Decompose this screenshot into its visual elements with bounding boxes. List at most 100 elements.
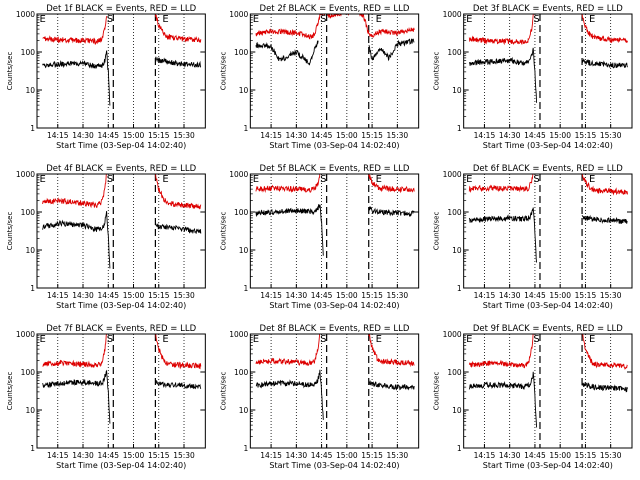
lld-series-line (42, 174, 107, 209)
y-tick-label: 1 (244, 444, 249, 453)
y-tick-label: 10 (239, 86, 249, 95)
chart-title: Det 3f BLACK = Events, RED = LLD (473, 4, 623, 14)
x-tick-label: 14:15 (260, 131, 282, 140)
events-series-line (154, 379, 202, 390)
event-marker-label: S (320, 14, 326, 25)
x-tick-label: 14:45 (524, 131, 546, 140)
y-tick-label: 1000 (229, 10, 248, 19)
x-tick-label: 14:30 (72, 451, 94, 460)
event-marker-label: E (589, 174, 595, 185)
y-tick-label: 1000 (443, 330, 462, 339)
x-tick-label: 15:30 (387, 131, 409, 140)
x-tick-label: 14:30 (499, 291, 521, 300)
plot-area (42, 334, 202, 424)
y-axis-label: Counts/sec (219, 212, 227, 251)
lld-series-line (468, 14, 534, 46)
y-tick-label: 10 (452, 246, 462, 255)
x-tick-label: 15:30 (173, 291, 195, 300)
y-tick-label: 10 (452, 406, 462, 415)
x-axis-label: Start Time (03-Sep-04 14:02:40) (56, 461, 186, 470)
plot-frame (463, 333, 633, 449)
chart-panel: Det 8f BLACK = Events, RED = LLD 14:15 14:… (219, 324, 420, 470)
x-axis-label: Start Time (03-Sep-04 14:02:40) (56, 301, 186, 310)
x-axis-label: Start Time (03-Sep-04 14:02:40) (269, 461, 399, 470)
y-tick-label: 1 (457, 284, 462, 293)
plot-area (255, 334, 415, 420)
chart-panel: Det 5f BLACK = Events, RED = LLD 14:15 14:… (219, 164, 420, 310)
y-tick-label: 1000 (229, 170, 248, 179)
lld-series-line (581, 14, 628, 44)
event-marker-label: E (39, 14, 45, 25)
x-tick-label: 14:30 (286, 131, 308, 140)
y-tick-label: 100 (21, 208, 36, 217)
lld-series-line (468, 174, 534, 193)
x-tick-label: 15:00 (336, 451, 358, 460)
events-series-line (581, 58, 628, 69)
lld-series-line (255, 334, 321, 367)
y-tick-label: 100 (21, 48, 36, 57)
event-marker-label: E (466, 334, 472, 345)
event-marker-label: E (253, 334, 259, 345)
lld-series-line (368, 334, 415, 368)
x-tick-label: 14:15 (47, 451, 69, 460)
plot-frame (249, 333, 420, 449)
x-axis-label: Start Time (03-Sep-04 14:02:40) (483, 141, 613, 150)
y-tick-label: 1 (457, 444, 462, 453)
lld-series-line (42, 334, 107, 369)
x-tick-label: 15:30 (387, 291, 409, 300)
y-tick-label: 1000 (16, 10, 35, 19)
event-marker-label: E (376, 14, 382, 25)
x-tick-label: 15:00 (123, 291, 145, 300)
events-series-line (468, 47, 538, 103)
y-tick-label: 100 (234, 368, 249, 377)
x-axis-label: Start Time (03-Sep-04 14:02:40) (483, 301, 613, 310)
x-tick-label: 14:30 (499, 131, 521, 140)
x-tick-label: 15:15 (148, 131, 170, 140)
lld-series-line (155, 174, 202, 210)
x-tick-label: 14:30 (499, 451, 521, 460)
y-tick-label: 100 (447, 368, 462, 377)
events-series-line (581, 214, 628, 224)
x-tick-label: 15:15 (575, 451, 597, 460)
chart-title: Det 2f BLACK = Events, RED = LLD (260, 4, 410, 14)
y-tick-label: 100 (447, 48, 462, 57)
chart-title: Det 5f BLACK = Events, RED = LLD (260, 164, 410, 174)
y-tick-label: 100 (21, 368, 36, 377)
x-tick-label: 15:00 (336, 291, 358, 300)
events-series-line (368, 38, 415, 62)
events-series-line (368, 380, 415, 391)
x-axis-label: Start Time (03-Sep-04 14:02:40) (269, 141, 399, 150)
x-tick-label: 15:00 (549, 131, 571, 140)
plot-frame (249, 173, 420, 289)
event-marker-label: E (162, 334, 168, 345)
lld-series-line (368, 174, 415, 194)
y-axis-label: Counts/sec (219, 52, 227, 91)
plot-area (468, 174, 628, 263)
y-tick-label: 1000 (443, 170, 462, 179)
y-tick-label: 1 (30, 284, 35, 293)
x-tick-label: 15:30 (387, 451, 409, 460)
x-tick-label: 15:30 (600, 131, 622, 140)
event-marker-label: E (162, 14, 168, 25)
y-tick-label: 10 (25, 406, 35, 415)
x-tick-label: 15:15 (148, 451, 170, 460)
x-tick-label: 14:15 (474, 131, 496, 140)
x-tick-label: 15:15 (148, 291, 170, 300)
y-tick-label: 10 (25, 246, 35, 255)
events-series-line (255, 204, 324, 256)
x-tick-label: 15:00 (336, 131, 358, 140)
x-tick-label: 14:15 (47, 291, 69, 300)
y-tick-label: 10 (239, 406, 249, 415)
lld-series-line (255, 14, 415, 40)
event-marker-label: S (320, 174, 326, 185)
x-tick-label: 15:15 (361, 131, 383, 140)
y-tick-label: 100 (234, 48, 249, 57)
lld-series-line (155, 334, 202, 370)
x-axis-label: Start Time (03-Sep-04 14:02:40) (56, 141, 186, 150)
chart-title: Det 7f BLACK = Events, RED = LLD (46, 324, 196, 334)
y-tick-label: 1 (457, 124, 462, 133)
x-tick-label: 14:45 (97, 451, 119, 460)
